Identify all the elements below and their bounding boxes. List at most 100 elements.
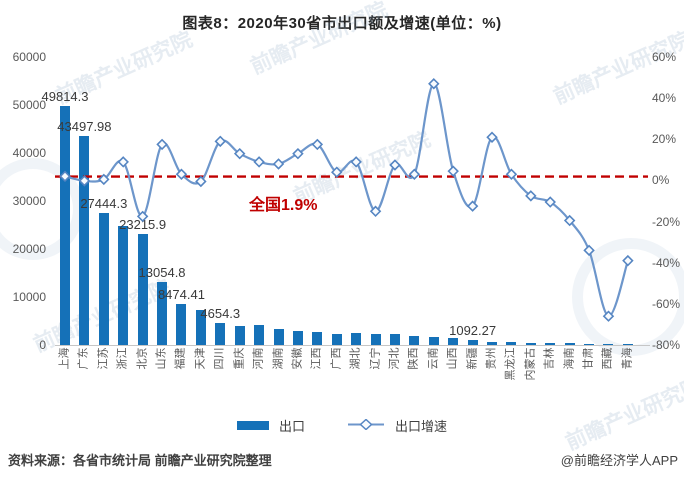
province-label: 黑龙江: [504, 347, 517, 381]
export-bar: [312, 332, 323, 345]
legend-line-swatch: [347, 418, 385, 433]
growth-marker: [369, 205, 382, 218]
growth-marker: [117, 156, 129, 168]
left-axis-tick: 10000: [12, 290, 46, 304]
right-axis-tick: 40%: [652, 91, 677, 106]
province-label: 湖南: [272, 347, 284, 370]
growth-marker: [214, 135, 227, 148]
right-axis-tick: 0%: [652, 173, 670, 188]
export-bar: [292, 330, 303, 345]
province-label: 福建: [174, 347, 187, 370]
province-label: 江苏: [97, 347, 110, 370]
export-bar: [273, 329, 284, 345]
export-bar: [389, 334, 400, 345]
x-axis-line: [55, 345, 650, 346]
export-bar: [254, 325, 265, 345]
growth-marker: [98, 173, 110, 186]
export-bar: [137, 233, 148, 345]
province-label: 河南: [252, 347, 265, 370]
bar-value-label: 4654.3: [200, 305, 241, 321]
growth-marker: [622, 254, 634, 267]
chart-area: 前瞻产业研究院前瞻产业研究院前瞻产业研究院前瞻产业研究院前瞻产业研究院前瞻产业研…: [0, 0, 684, 455]
province-label: 天津: [194, 347, 207, 370]
province-label: 山东: [155, 347, 168, 370]
export-bar: [603, 343, 614, 345]
right-axis-tick: 20%: [652, 132, 677, 147]
export-bar: [79, 136, 90, 345]
growth-marker: [175, 168, 188, 180]
bar-value-label: 49814.3: [41, 88, 89, 104]
export-bar: [584, 343, 595, 345]
growth-marker: [408, 168, 421, 180]
growth-marker: [486, 131, 498, 143]
right-axis-tick: -60%: [652, 296, 681, 311]
export-bar: [60, 105, 70, 345]
export-bar: [506, 342, 517, 345]
province-label: 吉林: [543, 347, 556, 370]
export-bar: [622, 343, 633, 345]
growth-marker: [389, 159, 401, 171]
growth-marker: [563, 214, 576, 227]
left-axis-tick: 60000: [12, 50, 46, 64]
export-bar: [467, 339, 478, 345]
export-bar: [176, 304, 187, 345]
province-label: 山西: [446, 347, 459, 370]
credit-text: @前瞻经济学人APP: [560, 453, 678, 468]
export-bar: [370, 334, 381, 345]
export-bar: [118, 226, 129, 345]
growth-marker: [505, 168, 518, 180]
growth-marker: [331, 166, 343, 178]
province-label: 甘肃: [582, 347, 595, 370]
bar-value-label: 43497.98: [57, 119, 112, 135]
province-label: 云南: [427, 347, 440, 370]
growth-marker: [156, 138, 168, 151]
province-label: 内蒙古: [524, 347, 537, 381]
growth-marker: [428, 78, 440, 90]
left-axis-tick: 50000: [12, 98, 46, 112]
province-label: 新疆: [466, 347, 479, 370]
growth-marker: [253, 156, 265, 168]
export-bar: [564, 342, 575, 345]
left-axis-tick: 40000: [12, 146, 46, 160]
province-label: 广东: [77, 347, 90, 370]
right-axis-tick: -20%: [652, 214, 681, 229]
left-axis-tick: 0: [39, 338, 46, 352]
bar-value-label: 27444.3: [80, 196, 128, 212]
province-label: 陕西: [407, 347, 420, 370]
province-label: 河北: [388, 347, 401, 370]
left-axis-tick: 30000: [12, 194, 46, 208]
bar-value-label: 13054.8: [138, 265, 186, 281]
province-label: 安徽: [291, 347, 304, 370]
export-bar: [215, 322, 226, 345]
right-axis-tick: 60%: [652, 50, 677, 64]
legend-bar-label: 出口: [278, 419, 305, 434]
legend-bar-swatch: [236, 421, 269, 430]
national-growth-annotation: 全国1.9%: [249, 197, 318, 214]
export-bar: [98, 213, 109, 345]
growth-marker: [233, 147, 246, 160]
source-text: 资料来源：各省市统计局 前瞻产业研究院整理: [8, 453, 272, 468]
export-bar: [428, 337, 439, 345]
province-label: 四川: [213, 347, 226, 370]
legend-line-label: 出口增速: [395, 419, 448, 434]
growth-marker: [292, 147, 304, 160]
left-axis-tick: 20000: [12, 242, 46, 256]
bar-value-label: 8474.41: [157, 287, 205, 303]
growth-marker: [525, 190, 537, 202]
province-label: 辽宁: [369, 347, 382, 370]
growth-marker: [583, 244, 595, 257]
right-axis-tick: -80%: [652, 338, 681, 352]
growth-marker: [350, 156, 362, 168]
export-bar: [351, 333, 362, 345]
export-bar: [409, 335, 420, 345]
province-label: 浙江: [116, 347, 129, 370]
export-bar: [331, 333, 342, 345]
export-bar: [448, 338, 459, 345]
growth-marker: [544, 196, 556, 208]
province-label: 北京: [136, 347, 149, 370]
legend: 出口 出口增速: [0, 416, 684, 435]
watermark-text: 前瞻产业研究院: [247, 0, 391, 79]
province-label: 重庆: [233, 347, 246, 370]
export-bar: [195, 309, 206, 345]
chart-title: 图表8：2020年30省市出口额及增速(单位：%): [182, 15, 502, 32]
